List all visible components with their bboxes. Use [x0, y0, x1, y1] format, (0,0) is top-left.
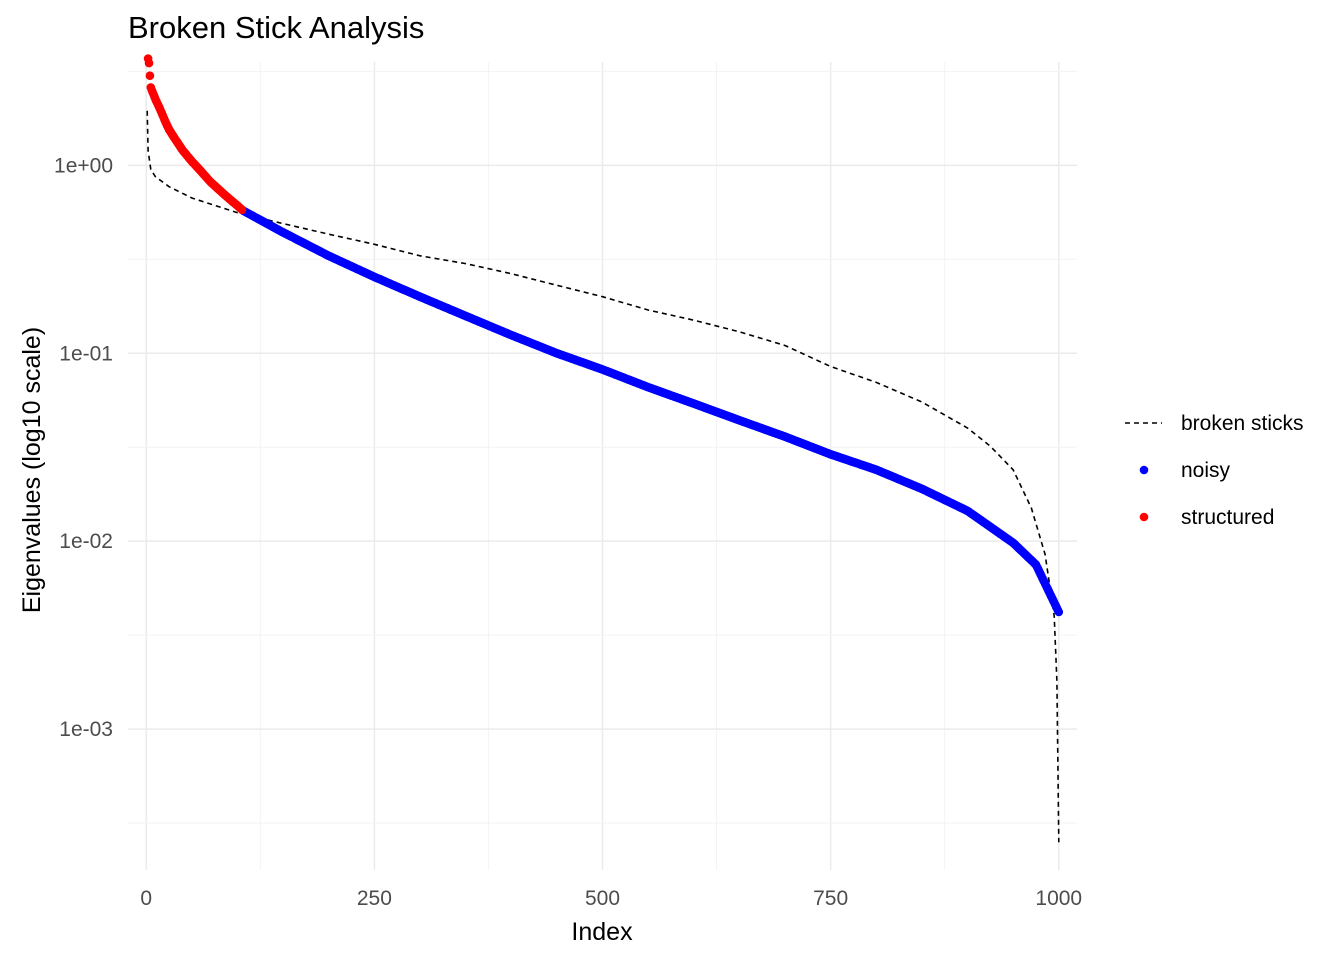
- structured-point: [237, 205, 247, 215]
- y-tick-label: 1e-03: [59, 718, 113, 741]
- y-tick-label: 1e+00: [54, 154, 113, 177]
- structured-point: [144, 58, 154, 68]
- legend-key-noisy: [1139, 465, 1149, 475]
- x-tick-label: 250: [357, 887, 392, 910]
- x-tick-label: 1000: [1035, 887, 1082, 910]
- structured-series: [143, 54, 247, 215]
- y-tick-label: 1e-01: [59, 342, 113, 365]
- x-axis-title: Index: [571, 918, 633, 946]
- legend-label: broken sticks: [1181, 412, 1304, 435]
- legend-key-structured: [1139, 512, 1149, 522]
- x-tick-label: 750: [813, 887, 848, 910]
- grid-layer: [128, 62, 1077, 870]
- series-layer: [143, 54, 1064, 843]
- y-tick-label: 1e-02: [59, 530, 113, 553]
- x-tick-label: 0: [140, 887, 152, 910]
- y-axis-title: Eigenvalues (log10 scale): [18, 327, 46, 613]
- broken-sticks-line: [146, 110, 1060, 843]
- structured-point: [145, 71, 155, 80]
- x-tick-label: 500: [585, 887, 620, 910]
- noisy-series: [238, 206, 1064, 617]
- noisy-point: [1054, 607, 1064, 617]
- legend-label: structured: [1181, 506, 1274, 529]
- legend: broken sticks noisy structured: [1125, 412, 1304, 529]
- legend-label: noisy: [1181, 459, 1231, 482]
- chart-title: Broken Stick Analysis: [128, 10, 425, 45]
